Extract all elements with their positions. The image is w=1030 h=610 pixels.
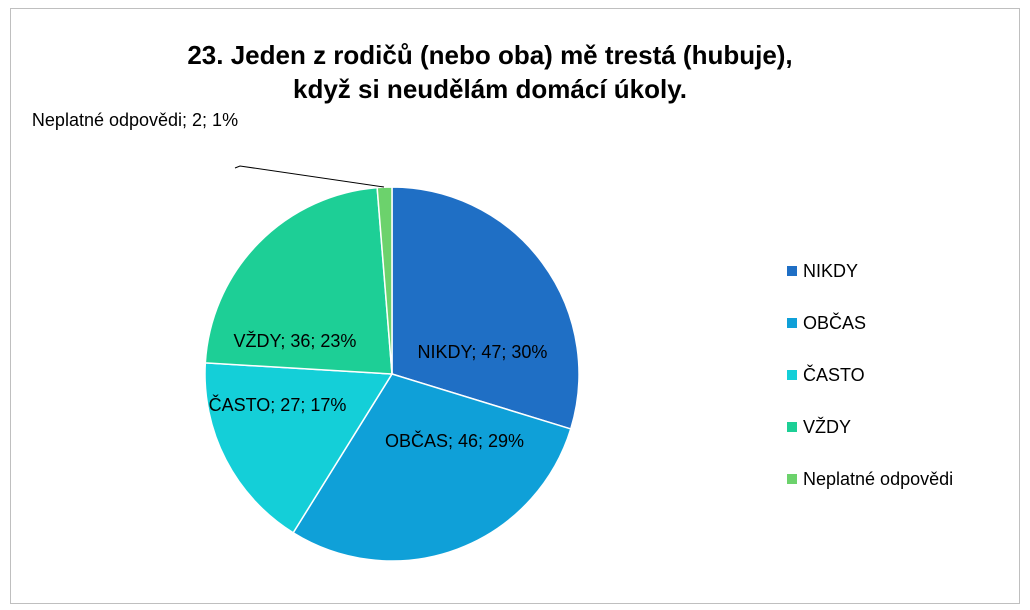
pie-slice (204, 186, 393, 375)
data-label: NIKDY; 47; 30% (417, 342, 548, 362)
legend-swatch (787, 422, 797, 432)
data-label: VŽDY; 36; 23% (233, 331, 357, 351)
legend-label: OBČAS (803, 312, 866, 333)
legend-label: VŽDY (803, 417, 851, 437)
legend-swatch (787, 370, 797, 380)
data-label: Neplatné odpovědi; 2; 1% (31, 110, 239, 130)
pie-slice (391, 186, 580, 430)
pie-slice (376, 186, 393, 375)
legend-label: ČASTO (803, 364, 865, 385)
leader-line (234, 165, 385, 188)
data-label: OBČAS; 46; 29% (384, 431, 525, 451)
pie-slice (204, 362, 394, 534)
legend-swatch (787, 266, 797, 276)
legend-label: NIKDY (803, 261, 858, 281)
legend-swatch (787, 318, 797, 328)
chart-frame (10, 8, 1020, 604)
legend-swatch (787, 474, 797, 484)
legend-label: Neplatné odpovědi (803, 469, 953, 489)
pie-slice (292, 373, 572, 562)
chart-title: 23. Jeden z rodičů (nebo oba) mě trestá … (187, 40, 793, 104)
data-label: ČASTO; 27; 17% (208, 395, 347, 415)
